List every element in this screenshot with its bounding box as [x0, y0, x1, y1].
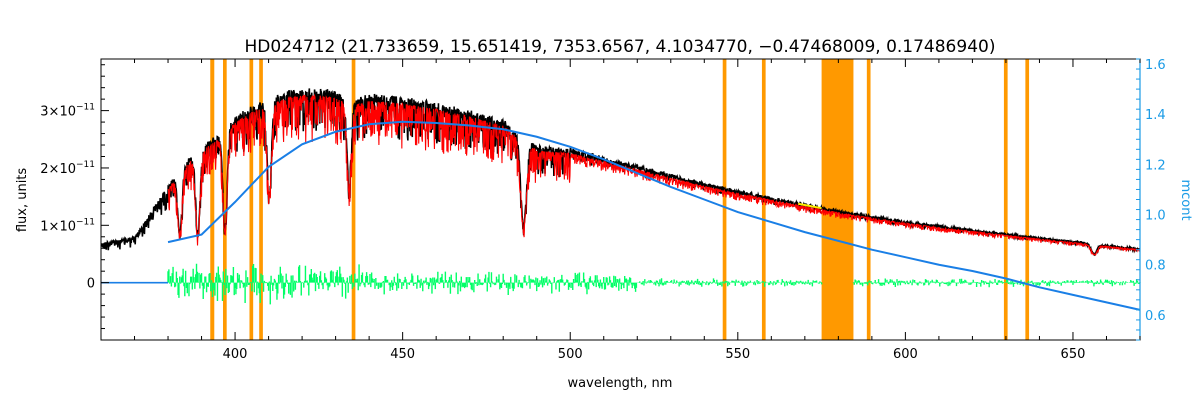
residuals-series: [167, 263, 1141, 305]
right-tick-label: 1.0: [1145, 209, 1166, 224]
right-tick-label: 1.6: [1145, 58, 1166, 73]
right-tick-label: 0.8: [1145, 259, 1166, 274]
left-axis-ticks: 0 1×10−11 2×10−11 3×10−11: [40, 64, 109, 341]
right-tick-label: 0.6: [1145, 309, 1166, 324]
mask-region-9: [1003, 59, 1008, 340]
x-tick-label: 500: [558, 347, 583, 362]
residuals-line: [167, 263, 1141, 305]
mask-region-4: [351, 59, 356, 340]
left-tick-label: 0: [87, 277, 95, 292]
right-axis-label: mcont: [1178, 179, 1193, 220]
chart-title: HD024712 (21.733659, 15.651419, 7353.656…: [245, 37, 996, 57]
x-tick-label: 400: [223, 347, 248, 362]
left-tick-label: 2×10−11: [40, 160, 95, 177]
model-spectrum-line: [167, 93, 1141, 257]
left-tick-label: 1×10−11: [40, 217, 95, 234]
left-axis-label: flux, units: [15, 168, 30, 233]
mask-region-8: [866, 59, 871, 340]
x-axis-ticks: 400 450 500 550 600 650: [100, 59, 1141, 362]
model-spectrum: [167, 93, 1141, 257]
mask-region-2: [249, 59, 254, 340]
x-tick-label: 550: [725, 347, 750, 362]
right-axis-ticks: 0.6 0.8 1.0 1.2 1.4 1.6: [1136, 58, 1166, 341]
mask-region-1: [222, 59, 227, 340]
mask-region-3: [259, 59, 263, 340]
right-tick-label: 1.4: [1145, 108, 1166, 123]
x-tick-label: 650: [1061, 347, 1086, 362]
plot-frame: [100, 58, 1141, 341]
x-tick-label: 600: [893, 347, 918, 362]
mask-region-10: [1025, 59, 1030, 340]
mask-region-5: [722, 59, 727, 340]
mask-region-0: [210, 59, 215, 340]
x-tick-label: 450: [390, 347, 415, 362]
highlight-segment: [797, 202, 822, 210]
continuum-curve: [101, 120, 1141, 311]
left-tick-label: 3×10−11: [40, 103, 95, 120]
continuum-mcont-line: [167, 120, 1141, 311]
right-tick-label: 1.2: [1145, 158, 1166, 173]
x-axis-label: wavelength, nm: [568, 376, 673, 391]
mask-region-7: [821, 59, 854, 340]
